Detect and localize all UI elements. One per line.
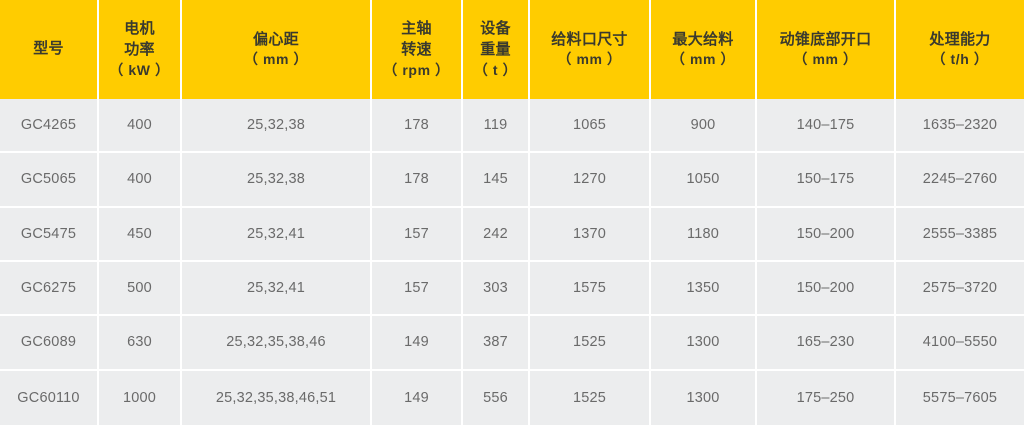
- cell-motor-power: 450: [99, 207, 182, 262]
- table-header: 型号 电机 功率 （ kW ） 偏心距 （ mm ） 主轴 转速 （ rpm ）…: [0, 0, 1024, 99]
- cell-cone-bottom-opening: 150–200: [757, 261, 896, 317]
- cell-eccentricity: 25,32,38: [182, 153, 372, 208]
- cell-feed-opening: 1525: [530, 370, 651, 425]
- cell-cone-bottom-opening: 175–250: [757, 370, 896, 425]
- header-title-weight-line2: 重量: [480, 40, 511, 58]
- cell-eccentricity: 25,32,41: [182, 207, 372, 262]
- header-title-motor-power-line1: 电机: [124, 20, 155, 38]
- cell-motor-power: 400: [99, 99, 182, 154]
- cell-capacity: 4100–5550: [896, 316, 1024, 371]
- table-row: GC4265 400 25,32,38 178 119 1065 900 140…: [0, 99, 1024, 154]
- header-title-spindle-speed-line2: 转速: [401, 40, 432, 58]
- table-row: GC5475 450 25,32,41 157 242 1370 1180 15…: [0, 207, 1024, 262]
- cell-motor-power: 400: [99, 153, 182, 208]
- cell-spindle-speed: 157: [372, 207, 463, 262]
- cell-feed-opening: 1370: [530, 207, 651, 262]
- cell-eccentricity: 25,32,38: [182, 99, 372, 154]
- column-header-capacity: 处理能力 （ t/h ）: [896, 0, 1024, 99]
- table-row: GC60110 1000 25,32,35,38,46,51 149 556 1…: [0, 370, 1024, 425]
- cell-model: GC5065: [0, 153, 99, 208]
- header-title-model: 型号: [33, 40, 64, 58]
- cell-model: GC5475: [0, 207, 99, 262]
- cell-motor-power: 1000: [99, 370, 182, 425]
- column-header-max-feed: 最大给料 （ mm ）: [651, 0, 757, 99]
- cell-weight: 387: [463, 316, 530, 371]
- table-body: GC4265 400 25,32,38 178 119 1065 900 140…: [0, 99, 1024, 425]
- cell-eccentricity: 25,32,35,38,46: [182, 316, 372, 371]
- cell-model: GC60110: [0, 370, 99, 425]
- header-title-spindle-speed-line1: 主轴: [401, 20, 432, 38]
- cell-weight: 556: [463, 370, 530, 425]
- table-row: GC5065 400 25,32,38 178 145 1270 1050 15…: [0, 153, 1024, 208]
- cell-capacity: 2245–2760: [896, 153, 1024, 208]
- cell-capacity: 1635–2320: [896, 99, 1024, 154]
- column-header-feed-opening: 给料口尺寸 （ mm ）: [530, 0, 651, 99]
- header-unit-eccentricity: （ mm ）: [243, 51, 309, 68]
- cell-weight: 145: [463, 153, 530, 208]
- cell-model: GC6089: [0, 316, 99, 371]
- header-unit-max-feed: （ mm ）: [670, 51, 736, 68]
- column-header-eccentricity: 偏心距 （ mm ）: [182, 0, 372, 99]
- header-title-feed-opening: 给料口尺寸: [551, 30, 628, 48]
- header-title-motor-power-line2: 功率: [124, 40, 155, 58]
- cell-weight: 242: [463, 207, 530, 262]
- table-row: GC6275 500 25,32,41 157 303 1575 1350 15…: [0, 261, 1024, 317]
- column-header-model: 型号: [0, 0, 99, 99]
- cell-cone-bottom-opening: 140–175: [757, 99, 896, 154]
- cell-weight: 303: [463, 261, 530, 317]
- cell-cone-bottom-opening: 150–200: [757, 207, 896, 262]
- header-unit-cone-bottom-opening: （ mm ）: [793, 51, 858, 68]
- cell-eccentricity: 25,32,35,38,46,51: [182, 370, 372, 425]
- cell-capacity: 2575–3720: [896, 261, 1024, 317]
- cell-max-feed: 1300: [651, 370, 757, 425]
- column-header-weight: 设备 重量 （ t ）: [463, 0, 530, 99]
- header-title-cone-bottom-opening: 动锥底部开口: [779, 30, 872, 48]
- cell-spindle-speed: 178: [372, 153, 463, 208]
- cell-cone-bottom-opening: 165–230: [757, 316, 896, 371]
- cell-feed-opening: 1065: [530, 99, 651, 154]
- cell-spindle-speed: 149: [372, 316, 463, 371]
- cell-motor-power: 630: [99, 316, 182, 371]
- header-unit-weight: （ t ）: [473, 61, 518, 78]
- cell-spindle-speed: 149: [372, 370, 463, 425]
- cell-max-feed: 1180: [651, 207, 757, 262]
- cell-model: GC6275: [0, 261, 99, 317]
- header-unit-capacity: （ t/h ）: [931, 51, 989, 68]
- cell-weight: 119: [463, 99, 530, 154]
- cell-max-feed: 1050: [651, 153, 757, 208]
- cell-eccentricity: 25,32,41: [182, 261, 372, 317]
- column-header-cone-bottom-opening: 动锥底部开口 （ mm ）: [757, 0, 896, 99]
- cell-feed-opening: 1525: [530, 316, 651, 371]
- cell-capacity: 2555–3385: [896, 207, 1024, 262]
- cell-feed-opening: 1575: [530, 261, 651, 317]
- cell-cone-bottom-opening: 150–175: [757, 153, 896, 208]
- cell-model: GC4265: [0, 99, 99, 154]
- cell-capacity: 5575–7605: [896, 370, 1024, 425]
- header-unit-spindle-speed: （ rpm ）: [383, 61, 450, 78]
- header-title-max-feed: 最大给料: [672, 30, 734, 48]
- header-row: 型号 电机 功率 （ kW ） 偏心距 （ mm ） 主轴 转速 （ rpm ）…: [0, 0, 1024, 99]
- header-unit-feed-opening: （ mm ）: [557, 51, 622, 68]
- cell-max-feed: 1300: [651, 316, 757, 371]
- column-header-spindle-speed: 主轴 转速 （ rpm ）: [372, 0, 463, 99]
- cell-motor-power: 500: [99, 261, 182, 317]
- header-title-eccentricity: 偏心距: [253, 30, 299, 48]
- header-title-weight-line1: 设备: [480, 20, 511, 38]
- cell-spindle-speed: 157: [372, 261, 463, 317]
- cell-max-feed: 900: [651, 99, 757, 154]
- cell-feed-opening: 1270: [530, 153, 651, 208]
- table-row: GC6089 630 25,32,35,38,46 149 387 1525 1…: [0, 316, 1024, 371]
- cell-spindle-speed: 178: [372, 99, 463, 154]
- header-unit-motor-power: （ kW ）: [109, 61, 170, 78]
- cell-max-feed: 1350: [651, 261, 757, 317]
- header-title-capacity: 处理能力: [929, 30, 991, 48]
- column-header-motor-power: 电机 功率 （ kW ）: [99, 0, 182, 99]
